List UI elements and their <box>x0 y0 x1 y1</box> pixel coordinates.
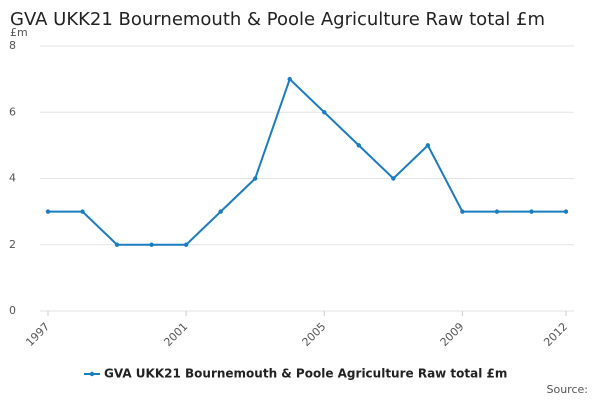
y-tick-label: 4 <box>9 172 16 185</box>
source: Source: <box>547 383 589 396</box>
data-point <box>356 143 361 148</box>
y-tick-label: 8 <box>9 39 16 52</box>
data-point <box>425 143 431 148</box>
data-point <box>529 209 534 214</box>
x-tick-label: 2009 <box>438 320 467 349</box>
data-point <box>45 209 51 214</box>
data-point <box>80 209 85 214</box>
data-point <box>149 242 154 247</box>
y-tick-label: 0 <box>9 304 16 317</box>
y-axis-label: £m <box>10 26 28 39</box>
y-tick-label: 6 <box>9 105 16 118</box>
y-tick-label: 2 <box>9 238 16 251</box>
legend-marker <box>89 371 95 377</box>
legend-label: GVA UKK21 Bournemouth & Poole Agricultur… <box>104 367 507 381</box>
data-point <box>391 176 396 181</box>
x-tick-label: 1997 <box>23 320 52 349</box>
data-point <box>218 209 223 214</box>
data-point <box>183 242 189 247</box>
data-point <box>563 209 569 214</box>
data-point <box>494 209 500 214</box>
x-tick-label: 2005 <box>300 320 329 349</box>
data-point <box>253 176 258 181</box>
data-point <box>287 76 292 82</box>
data-point <box>114 242 120 247</box>
data-point <box>460 209 465 214</box>
data-point <box>322 110 327 115</box>
chart-title: GVA UKK21 Bournemouth & Poole Agricultur… <box>10 9 545 30</box>
x-tick-label: 2012 <box>541 320 570 349</box>
series-line <box>48 77 566 246</box>
x-tick-label: 2001 <box>161 320 190 349</box>
